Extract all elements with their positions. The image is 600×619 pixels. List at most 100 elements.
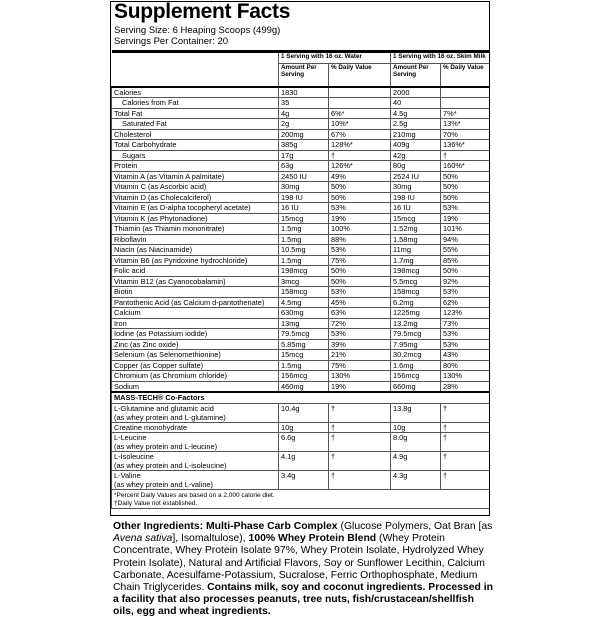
ingredients-text: (Whey Protein Concentrate, Whey Protein …	[113, 533, 485, 594]
dv-heading: % Daily Value	[327, 62, 392, 88]
nutrient-row: Total Fat 4g 6%* 4.5g 7%*	[111, 107, 489, 119]
daily-value: 72%	[327, 317, 392, 329]
nutrient-label: Pantothenic Acid (as Calcium d-pantothen…	[111, 296, 279, 308]
daily-value	[440, 97, 489, 109]
nutrient-row: Saturated Fat 2g 10%* 2.5g 13%*	[111, 118, 489, 130]
amount: 1.7mg	[390, 254, 442, 266]
cofactor-label-line: Creatine monohydrate	[114, 422, 188, 432]
nutrient-row: Iron 13mg 72% 13.2mg 73%	[111, 317, 489, 329]
nutrient-label: Biotin	[111, 286, 279, 298]
daily-value: 53%	[440, 328, 489, 340]
amount: 63g	[278, 160, 329, 172]
nutrient-row: Total Carbohydrate 385g 128%* 409g 136%*	[111, 139, 489, 151]
nutrient-label: Vitamin C (as Ascorbic acid)	[111, 181, 279, 193]
amount: 30.2mcg	[390, 349, 442, 361]
daily-value: 6%*	[327, 107, 392, 119]
amount: 409g	[390, 139, 442, 151]
nutrient-row: Selenium (as Selenomethionine) 15mcg 21% 30…	[111, 349, 489, 361]
daily-value: 53%	[327, 202, 392, 214]
amount: 198 IU	[390, 191, 442, 203]
daily-value: 123%	[440, 307, 489, 319]
amount: 42g	[390, 149, 442, 161]
amount: 4g	[278, 107, 329, 119]
amount: 15mcg	[278, 349, 329, 361]
cofactor-label-line: (as whey protein and L-leucine)	[114, 442, 218, 451]
amount: 10g	[278, 421, 329, 433]
nutrient-row: Calories 1830 2000	[111, 86, 489, 98]
page: Supplement Facts Serving Size: 6 Heaping…	[110, 1, 493, 618]
daily-value: 13%*	[440, 118, 489, 130]
amount: 30mg	[278, 181, 329, 193]
daily-value: 50%	[440, 170, 489, 182]
amount: 6.6g	[278, 432, 329, 452]
cofactor-row: L-Glutamine and glutamic acid (as whey pr…	[111, 402, 489, 423]
nutrient-label: Iodine (as Potassium iodide)	[111, 328, 279, 340]
amount-heading: Amount Per Serving	[278, 62, 329, 88]
amount: 158mcg	[278, 286, 329, 298]
cofactor-label-line: L-Isoleucine	[114, 452, 154, 462]
daily-value: †	[327, 402, 392, 423]
nutrient-label: Cholesterol	[111, 128, 279, 140]
cofactor-label: L-Glutamine and glutamic acid (as whey pr…	[111, 402, 279, 423]
cofactor-label: L-Valine (as whey protein and L-valine)	[111, 470, 279, 490]
nutrient-row: Zinc (as Zinc oxide) 5.85mg 39% 7.95mg 53%	[111, 338, 489, 350]
nutrient-label: Vitamin B12 (as Cyanocobalamin)	[111, 275, 279, 287]
nutrient-row: Sugars 17g † 42g †	[111, 149, 489, 161]
amount: 660mg	[390, 380, 442, 393]
amount: 2.5g	[390, 118, 442, 130]
amount: 13.2mg	[390, 317, 442, 329]
daily-value: 160%*	[440, 160, 489, 172]
amount: 156mcg	[390, 370, 442, 382]
amount: 13mg	[278, 317, 329, 329]
daily-value: 19%	[440, 212, 489, 224]
cofactor-title-row: MASS-TECH® Co-Factors	[111, 391, 489, 404]
amount: 2000	[390, 86, 442, 98]
footnotes: *Percent Daily Values are based on a 2,0…	[111, 489, 489, 509]
amount: 11mg	[390, 244, 442, 256]
amount: 5.5mcg	[390, 275, 442, 287]
column-heading: 1 Serving with 16 oz. Skim Milk	[390, 50, 489, 64]
amount: 1.58mg	[390, 233, 442, 245]
daily-value: 53%	[327, 286, 392, 298]
cofactor-label-line: L-Glutamine and glutamic acid	[114, 403, 214, 413]
nutrient-row: Vitamin C (as Ascorbic acid) 30mg 50% 30mg 5…	[111, 181, 489, 193]
daily-value: †	[327, 432, 392, 452]
nutrient-row: Calcium 630mg 63% 1225mg 123%	[111, 307, 489, 319]
amount: 1.5mg	[278, 233, 329, 245]
amount: 2450 IU	[278, 170, 329, 182]
daily-value: 70%	[440, 128, 489, 140]
nutrient-label: Protein	[111, 160, 279, 172]
daily-value: †	[440, 421, 489, 433]
daily-value: 88%	[327, 233, 392, 245]
amount: 3mcg	[278, 275, 329, 287]
daily-value: 50%	[440, 181, 489, 193]
header-row: Amount Per Serving% Daily Value Amount Pe…	[112, 62, 489, 88]
daily-value: 92%	[440, 275, 489, 287]
daily-value: †	[327, 470, 392, 490]
amount: 210mg	[390, 128, 442, 140]
amount: 17g	[278, 149, 329, 161]
amount: 4.3g	[390, 470, 442, 490]
nutrient-row: Niacin (as Niacinamide) 10.5mg 53% 11mg 55%	[111, 244, 489, 256]
nutrient-row: Chromium (as Chromium chloride) 156mcg 130…	[111, 370, 489, 382]
amount: 6.2mg	[390, 296, 442, 308]
amount: 80g	[390, 160, 442, 172]
nutrient-label: Iron	[111, 317, 279, 329]
amount: 7.95mg	[390, 338, 442, 350]
cofactor-row: L-Leucine (as whey protein and L-leucine)…	[111, 432, 489, 452]
daily-value: 50%	[440, 265, 489, 277]
daily-value: 50%	[327, 275, 392, 287]
amount: 1.5mg	[278, 254, 329, 266]
amount: 158mcg	[390, 286, 442, 298]
amount: 16 IU	[278, 202, 329, 214]
header-blank	[111, 50, 279, 88]
daily-value: 50%	[327, 265, 392, 277]
nutrient-label: Calcium	[111, 307, 279, 319]
daily-value: 43%	[440, 349, 489, 361]
nutrient-row: Pantothenic Acid (as Calcium d-pantothen…	[111, 296, 489, 308]
amount-heading: Amount Per Serving	[390, 62, 442, 88]
daily-value: 53%	[440, 338, 489, 350]
daily-value: †	[440, 470, 489, 490]
amount: 10.5mg	[278, 244, 329, 256]
nutrient-label: Folic acid	[111, 265, 279, 277]
